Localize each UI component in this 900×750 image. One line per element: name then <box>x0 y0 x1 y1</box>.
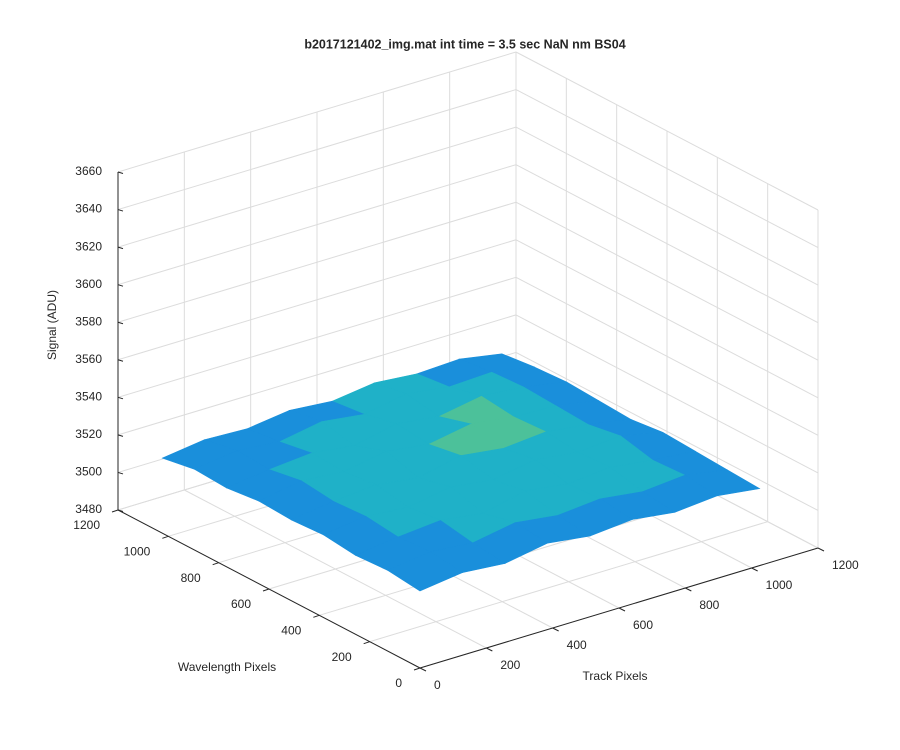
grid-line <box>369 521 768 643</box>
grid-line <box>515 164 819 324</box>
y-tick <box>363 641 370 645</box>
y-tick-label: 200 <box>332 650 352 664</box>
x-tick-label: 400 <box>567 638 587 652</box>
y-tick-label: 400 <box>281 624 301 638</box>
z-tick-label: 3480 <box>75 502 102 516</box>
grid-line <box>515 352 819 511</box>
grid-line <box>515 314 819 474</box>
z-axis-label: Signal (ADU) <box>45 290 59 360</box>
x-tick <box>419 667 427 672</box>
z-tick-label: 3600 <box>75 277 102 291</box>
x-tick-label: 1000 <box>766 578 793 592</box>
y-tick <box>111 509 119 513</box>
grid-line <box>117 164 517 286</box>
x-tick-label: 200 <box>500 658 520 672</box>
grid-line <box>515 201 819 361</box>
grid-line <box>117 51 517 173</box>
z-tick-label: 3560 <box>75 352 102 366</box>
grid-line <box>117 201 517 323</box>
y-tick <box>413 667 421 671</box>
z-tick-label: 3520 <box>75 427 102 441</box>
y-tick-label: 1000 <box>124 545 151 559</box>
x-tick <box>618 607 626 612</box>
y-tick-label: 0 <box>395 676 402 690</box>
z-tick <box>117 359 124 362</box>
x-tick-label: 1200 <box>832 558 859 572</box>
x-tick <box>552 627 559 632</box>
z-tick <box>117 434 124 437</box>
grid-line <box>117 276 517 398</box>
grid-line <box>117 314 517 436</box>
z-tick <box>117 396 124 400</box>
y-tick <box>162 535 169 539</box>
z-tick-label: 3540 <box>75 390 102 404</box>
y-tick-label: 1200 <box>73 518 100 532</box>
z-tick <box>117 171 124 174</box>
z-tick <box>117 246 124 250</box>
z-tick-label: 3620 <box>75 239 102 253</box>
chart-title: b2017121402_img.mat int time = 3.5 sec N… <box>304 37 625 51</box>
z-tick <box>117 284 124 287</box>
z-tick-label: 3500 <box>75 465 102 479</box>
z-tick <box>117 509 124 512</box>
grid-line <box>515 126 819 286</box>
x-tick-label: 800 <box>699 598 719 612</box>
z-tick-label: 3660 <box>75 164 102 178</box>
x-axis-label: Track Pixels <box>583 669 648 683</box>
x-tick <box>685 587 692 592</box>
grid-line <box>515 89 819 248</box>
y-axis-label: Wavelength Pixels <box>178 660 276 674</box>
z-tick <box>117 209 124 212</box>
x-tick-label: 0 <box>434 678 441 692</box>
grid-line <box>117 89 517 211</box>
grid-line <box>117 126 517 248</box>
grid-line <box>515 239 819 399</box>
y-tick <box>212 562 219 566</box>
y-tick <box>262 588 270 592</box>
z-tick-label: 3580 <box>75 314 102 328</box>
x-tick <box>486 647 493 652</box>
grid-line <box>515 51 819 211</box>
y-tick-label: 600 <box>231 597 251 611</box>
grid-line <box>515 276 819 436</box>
x-tick-label: 600 <box>633 618 653 632</box>
surface-facet <box>387 551 464 592</box>
z-tick <box>117 321 124 325</box>
x-tick <box>817 547 825 552</box>
x-tick <box>751 567 758 572</box>
grid-line <box>117 239 517 361</box>
y-tick <box>313 614 320 618</box>
y-tick-label: 800 <box>181 571 201 585</box>
z-tick <box>117 471 124 475</box>
z-tick-label: 3640 <box>75 202 102 216</box>
